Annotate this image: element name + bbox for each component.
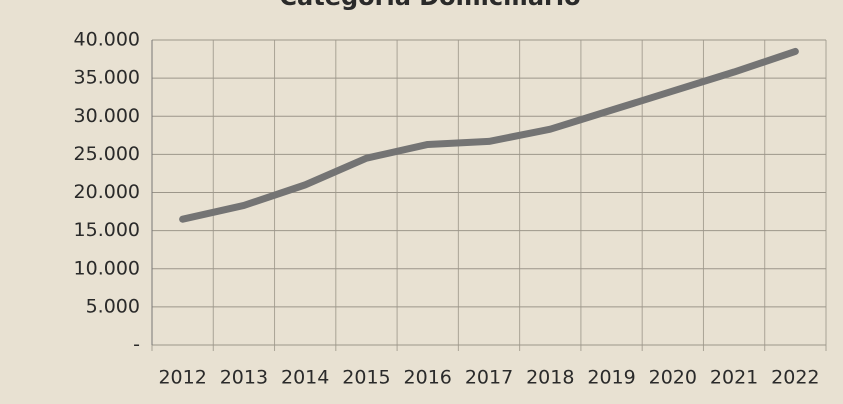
y-tick-label: 5.000 (86, 295, 140, 317)
y-tick-label: 35.000 (74, 67, 140, 89)
y-tick-label: 15.000 (74, 219, 140, 241)
y-tick-label: 25.000 (74, 143, 140, 165)
y-tick-label: - (133, 334, 140, 356)
x-tick-label: 2017 (465, 367, 513, 389)
x-tick-label: 2022 (771, 367, 819, 389)
x-tick-label: 2020 (649, 367, 697, 389)
x-tick-label: 2013 (220, 367, 268, 389)
x-tick-label: 2021 (710, 367, 758, 389)
x-tick-label: 2018 (526, 367, 574, 389)
y-tick-label: 30.000 (74, 105, 140, 127)
y-tick-label: 10.000 (74, 257, 140, 279)
x-tick-label: 2016 (404, 367, 452, 389)
x-tick-label: 2019 (587, 367, 635, 389)
y-tick-label: 20.000 (74, 181, 140, 203)
x-tick-label: 2014 (281, 367, 329, 389)
x-tick-label: 2015 (342, 367, 390, 389)
chart-title: Categoria Domiciliario (279, 0, 580, 11)
data-line (179, 47, 799, 223)
x-tick-label: 2012 (158, 367, 206, 389)
y-tick-label: 40.000 (74, 29, 140, 51)
